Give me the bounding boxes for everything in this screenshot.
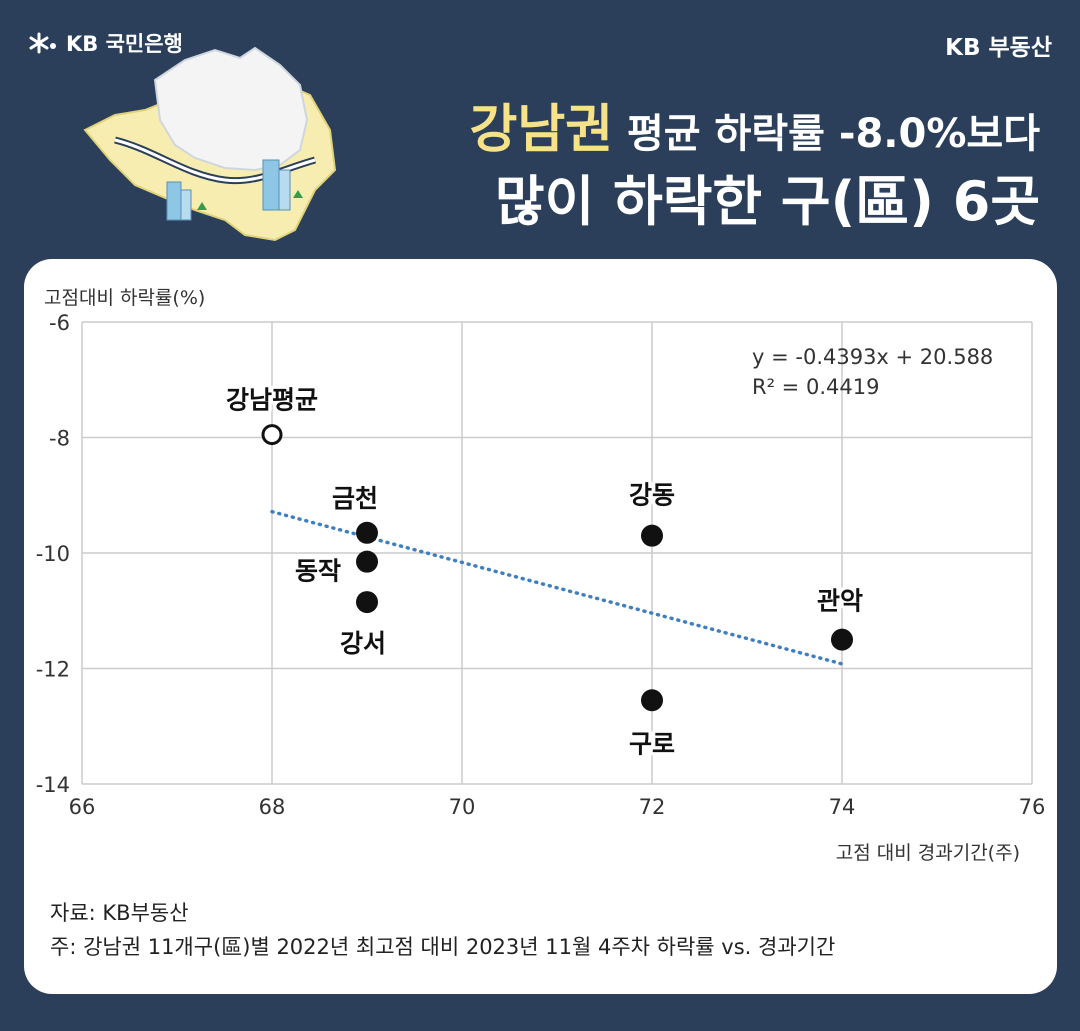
data-point (261, 424, 283, 446)
x-tick-label: 76 (1019, 795, 1046, 819)
data-point (831, 628, 853, 651)
headline-line1: 평균 하락률 -8.0%보다 (613, 111, 1040, 157)
data-point (641, 524, 663, 547)
y-tick-label: -8 (49, 427, 70, 451)
point-label: 강서 (340, 629, 386, 658)
kb-bank-logo: KB 국민은행 (28, 28, 183, 58)
y-tick-label: -6 (49, 311, 70, 335)
x-tick-label: 66 (69, 795, 96, 819)
x-axis-label: 고점 대비 경과기간(주) (835, 842, 1020, 864)
x-tick-label: 70 (449, 795, 476, 819)
source-text: 자료: KB부동산 (50, 901, 189, 925)
bank-logo-text: KB 국민은행 (66, 32, 183, 56)
source-notes: 자료: KB부동산 주: 강남권 11개구(區)별 2022년 최고점 대비 2… (50, 896, 835, 964)
building-icon (262, 159, 303, 211)
regression-annotation: y = -0.4393x + 20.588 (752, 345, 993, 369)
point-label: 동작 (295, 557, 341, 586)
y-tick-label: -14 (36, 773, 70, 797)
y-tick-label: -10 (36, 542, 70, 566)
x-tick-label: 74 (829, 795, 856, 819)
chart-card (24, 259, 1057, 994)
point-label: 금천 (332, 484, 378, 513)
regression-annotation: R² = 0.4419 (752, 375, 879, 399)
point-label: 강남평균 (226, 386, 318, 415)
x-tick-label: 72 (639, 795, 666, 819)
headline: 강남권 평균 하락률 -8.0%보다 많이 하락한 구(區) 6곳 (470, 98, 1040, 238)
seoul-map-illustration (83, 46, 337, 242)
headline-highlight: 강남권 (469, 100, 614, 160)
point-label: 강동 (629, 481, 675, 510)
y-tick-label: -12 (36, 658, 70, 682)
brand-name: KB 부동산 (945, 35, 1052, 61)
point-label: 구로 (629, 729, 675, 758)
point-label: 관악 (817, 587, 863, 616)
building-icon (166, 181, 207, 221)
data-point (356, 550, 378, 573)
star-icon (29, 32, 56, 54)
footnote-text: 주: 강남권 11개구(區)별 2022년 최고점 대비 2023년 11월 4… (50, 935, 836, 959)
headline-line2: 많이 하락한 구(區) 6곳 (494, 170, 1040, 233)
data-point (356, 521, 378, 544)
y-axis-label: 고점대비 하락률(%) (44, 287, 206, 309)
data-point (356, 591, 378, 614)
data-point (641, 689, 663, 712)
x-tick-label: 68 (259, 795, 286, 819)
